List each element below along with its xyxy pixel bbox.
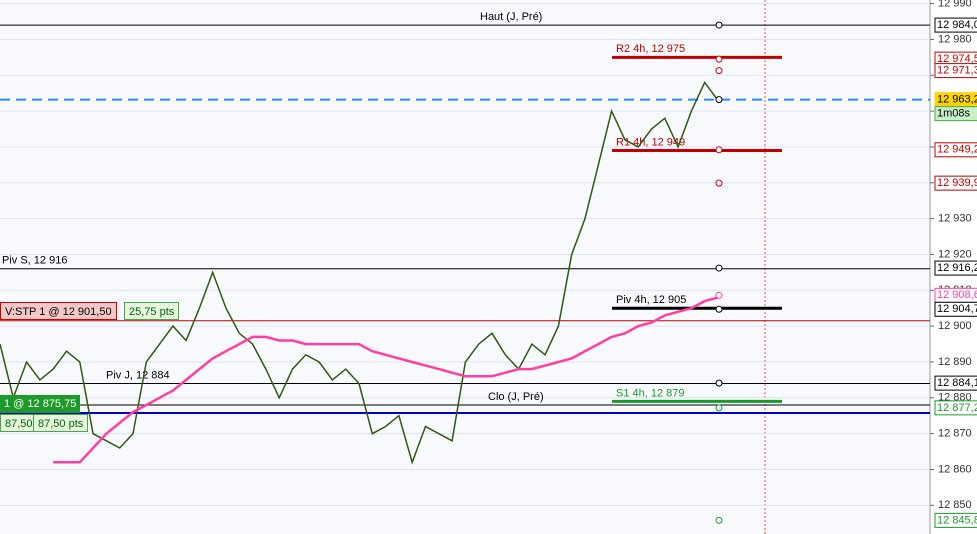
price-tag [934, 17, 977, 33]
price-tag [934, 375, 977, 391]
price-tag-label: 12 984,0 [937, 19, 977, 31]
y-tick-label: 12 990 [938, 0, 972, 9]
level-label: Piv S, 12 916 [2, 255, 67, 267]
price-tag-label: 12 939,9 [937, 177, 977, 189]
price-tag-label: 12 908,6 [937, 289, 977, 301]
price-marker [715, 379, 723, 387]
y-tick-label: 12 860 [938, 463, 972, 475]
position-pts: 87,50 pts [33, 414, 89, 432]
price-marker [715, 264, 723, 272]
price-marker [715, 516, 723, 524]
price-marker [715, 67, 723, 75]
price-tag [934, 400, 977, 416]
price-marker [715, 55, 723, 63]
series-line [0, 80, 719, 465]
level-label: R1 4h, 12 949 [616, 136, 685, 148]
price-tag-label: 12 974,5 [937, 53, 977, 65]
price-marker [715, 179, 723, 187]
price-marker [715, 291, 723, 299]
price-tag-label: 12 963,2 [937, 94, 977, 106]
position-a: 87,50 [0, 414, 38, 432]
level-label: R2 4h, 12 975 [616, 43, 685, 55]
price-marker [715, 404, 723, 412]
y-tick-label: 12 920 [938, 248, 972, 260]
stop-order[interactable]: V:STP 1 @ 12 901,50 [0, 302, 117, 320]
price-marker [715, 21, 723, 29]
price-tag-label: 12 877,2 [937, 402, 977, 414]
price-tag-label: 12 904,7 [937, 303, 977, 315]
price-tag [934, 175, 977, 191]
y-tick-label: 12 930 [938, 213, 972, 225]
price-tag [934, 142, 977, 158]
price-tag-label: 12 845,8 [937, 514, 977, 526]
level-label: S1 4h, 12 879 [616, 387, 685, 399]
price-tag [934, 301, 977, 317]
level-label: Haut (J, Pré) [480, 11, 542, 23]
plot-area [0, 0, 930, 534]
price-tag [934, 63, 977, 79]
level-label: Piv J, 12 884 [106, 369, 170, 381]
series-line [53, 296, 719, 464]
timer-box [934, 106, 977, 122]
price-marker [715, 96, 723, 104]
level-label: Clo (J, Pré) [488, 391, 544, 403]
price-tag-label: 12 916,2 [937, 262, 977, 274]
price-tag-label: 12 949,2 [937, 144, 977, 156]
y-tick-label: 12 900 [938, 320, 972, 332]
stop-pts: 25,75 pts [124, 302, 180, 320]
y-tick-label: 12 850 [938, 499, 972, 511]
price-tag [934, 512, 977, 528]
price-tag-label: 12 884,1 [937, 377, 977, 389]
y-tick-label: 12 870 [938, 428, 972, 440]
level-label: Piv 4h, 12 905 [616, 294, 686, 306]
y-tick-label: 12 980 [938, 33, 972, 45]
price-tag-label: 12 971,3 [937, 65, 977, 77]
price-tag [934, 260, 977, 276]
y-tick-label: 12 890 [938, 356, 972, 368]
position-order[interactable]: 1 @ 12 875,75 [0, 395, 81, 413]
timer: 1m08s [937, 108, 971, 120]
price-marker [715, 146, 723, 154]
price-marker [715, 305, 723, 313]
